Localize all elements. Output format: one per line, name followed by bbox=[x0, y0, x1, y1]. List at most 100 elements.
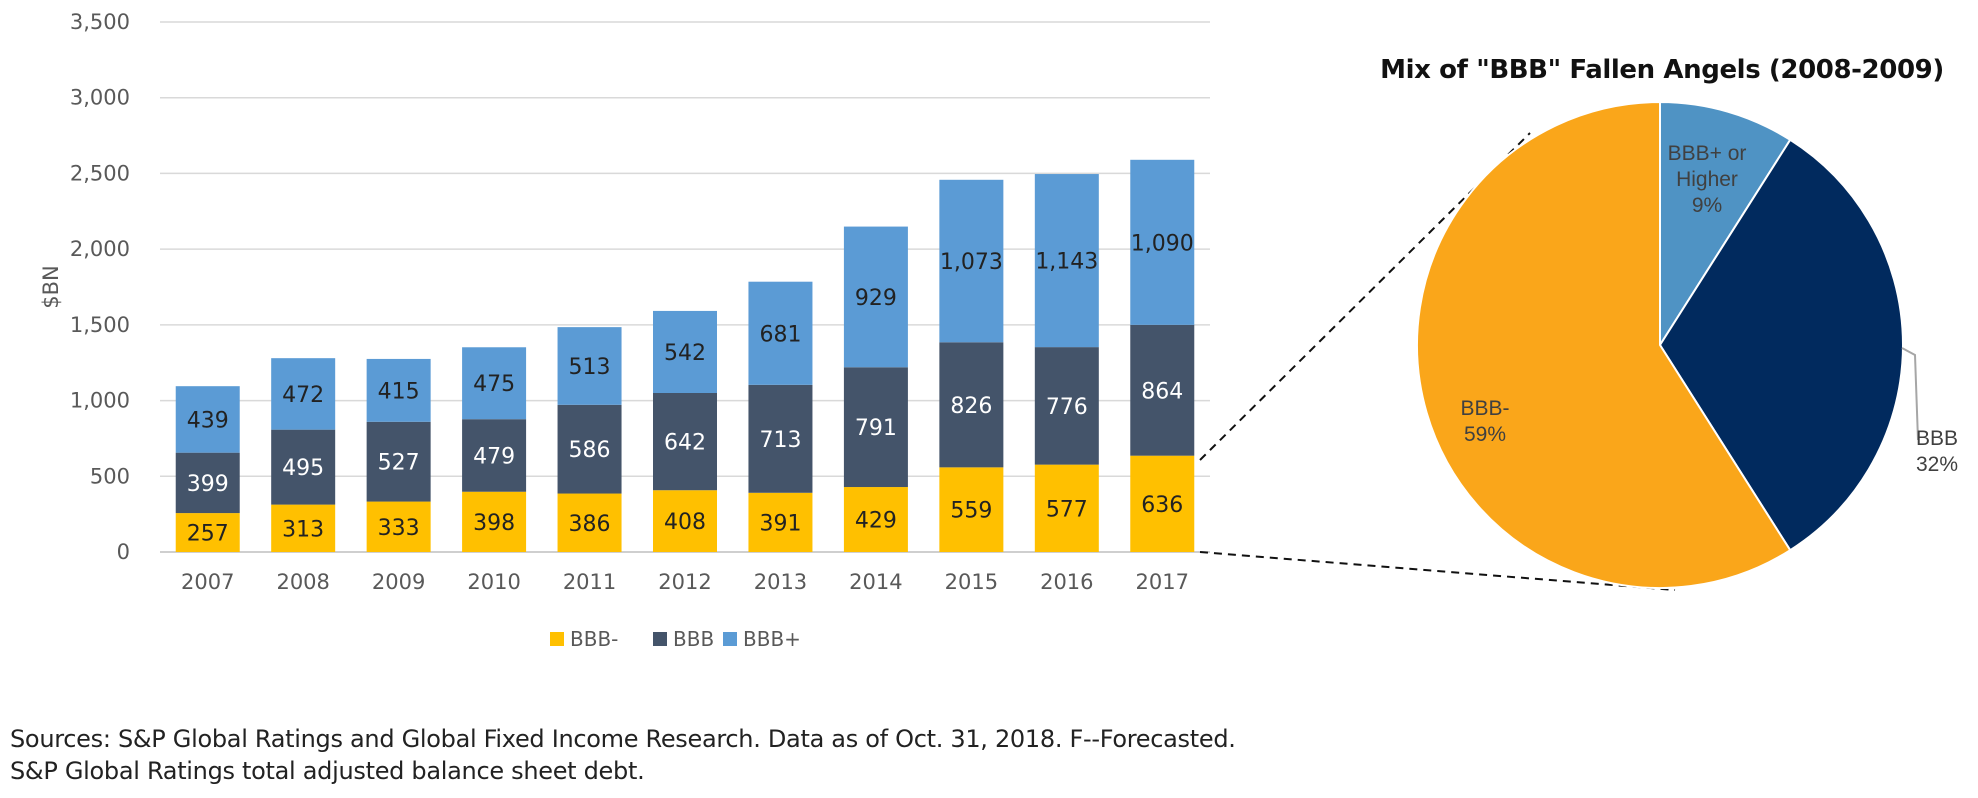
data-label: 636 bbox=[1141, 493, 1183, 518]
bar-segment-bbbplus bbox=[366, 358, 431, 422]
legend-label: BBB bbox=[673, 627, 714, 651]
data-label: 1,073 bbox=[940, 250, 1003, 275]
data-label: 929 bbox=[855, 286, 897, 311]
data-label: 791 bbox=[855, 416, 897, 441]
bar-segment-bbbminus bbox=[366, 501, 431, 552]
x-tick-label: 2010 bbox=[467, 570, 520, 594]
bar-segment-bbb bbox=[1034, 347, 1099, 465]
data-label: 826 bbox=[950, 394, 992, 419]
data-label: 333 bbox=[378, 516, 420, 541]
bar-segment-bbbminus bbox=[1130, 455, 1195, 552]
data-label: 586 bbox=[569, 438, 611, 463]
x-tick-label: 2012 bbox=[658, 570, 711, 594]
data-label: 475 bbox=[473, 372, 515, 397]
pie-slice-bbbplus-or-higher bbox=[1659, 100, 1792, 349]
pie-leader-line bbox=[1901, 347, 1919, 441]
y-tick-label: 3,000 bbox=[70, 86, 130, 110]
x-tick-label: 2013 bbox=[754, 570, 807, 594]
pie-chart: Mix of "BBB" Fallen Angels (2008-2009) BB… bbox=[1380, 55, 1958, 589]
bar-segment-bbb bbox=[557, 404, 622, 494]
bar-segment-bbbminus bbox=[271, 504, 336, 552]
bar-segment-bbb bbox=[653, 393, 717, 491]
data-label: 577 bbox=[1046, 497, 1088, 522]
y-tick-label: 2,000 bbox=[70, 237, 130, 261]
bar-segment-bbbplus bbox=[175, 386, 240, 453]
data-label: 386 bbox=[569, 512, 611, 537]
x-tick-label: 2016 bbox=[1040, 570, 1093, 594]
legend-swatch bbox=[723, 632, 737, 646]
bar-segment-bbbplus bbox=[271, 358, 336, 430]
legend-label: BBB+ bbox=[743, 627, 801, 651]
x-tick-label: 2014 bbox=[849, 570, 902, 594]
x-tick-label: 2017 bbox=[1136, 570, 1189, 594]
data-label: 864 bbox=[1141, 379, 1183, 404]
stacked-bar-chart: 0 500 1,000 1,500 2,000 2,500 3,000 3,500 $BN 257… bbox=[39, 10, 1210, 651]
bar-segment-bbbminus bbox=[557, 493, 622, 552]
data-label: 479 bbox=[473, 444, 515, 469]
source-note-2: S&P Global Ratings total adjusted balanc… bbox=[10, 757, 645, 785]
data-label: 681 bbox=[759, 322, 801, 347]
bar-segment-bbbplus bbox=[557, 327, 622, 405]
legend-label: BBB- bbox=[570, 627, 618, 651]
data-label: 1,143 bbox=[1035, 250, 1098, 275]
data-label: 713 bbox=[759, 428, 801, 453]
pie-slice-bbbminus bbox=[1416, 100, 1792, 589]
data-label: 559 bbox=[950, 499, 992, 524]
bar-segment-bbbminus bbox=[748, 492, 813, 552]
data-label: 1,090 bbox=[1131, 231, 1194, 256]
connector-line-top bbox=[1199, 132, 1531, 461]
data-label: 439 bbox=[187, 408, 229, 433]
bar-segment-bbbplus bbox=[1034, 174, 1099, 348]
bar-segment-bbb bbox=[939, 342, 1004, 468]
data-label: 542 bbox=[664, 341, 706, 366]
y-axis-label: $BN bbox=[39, 265, 63, 308]
legend-swatch bbox=[653, 632, 667, 646]
bar-segment-bbb bbox=[462, 419, 527, 492]
bar-segment-bbb bbox=[843, 367, 908, 488]
pie-slice-bbb bbox=[1658, 138, 1905, 552]
bar-segment-bbbminus bbox=[653, 490, 717, 552]
y-tick-label: 2,500 bbox=[70, 161, 130, 185]
x-tick-label: 2015 bbox=[945, 570, 998, 594]
pie-label: BBB 32% bbox=[1916, 427, 1958, 476]
bar-segment-bbbminus bbox=[1034, 464, 1099, 552]
data-label: 408 bbox=[664, 510, 706, 535]
source-note: Sources: S&P Global Ratings and Global F… bbox=[10, 725, 1236, 753]
x-tick-label: 2011 bbox=[563, 570, 616, 594]
bar-segment-bbb bbox=[271, 429, 336, 505]
y-tick-label: 500 bbox=[90, 464, 130, 488]
data-label: 313 bbox=[282, 517, 324, 542]
data-label: 391 bbox=[759, 511, 801, 536]
bar-segment-bbbminus bbox=[175, 513, 240, 552]
y-tick-label: 3,500 bbox=[70, 10, 130, 34]
data-label: 415 bbox=[378, 379, 420, 404]
data-label: 527 bbox=[378, 451, 420, 476]
bar-segment-bbb bbox=[366, 421, 431, 502]
bar-segment-bbbminus bbox=[462, 491, 527, 552]
bar-segment-bbbplus bbox=[462, 347, 527, 420]
bar-segment-bbbminus bbox=[939, 467, 1004, 552]
bar-segment-bbbminus bbox=[843, 487, 908, 552]
legend-swatch bbox=[550, 632, 564, 646]
connector-line-bottom bbox=[1199, 551, 1676, 591]
pie-label: BBB-59% bbox=[1460, 397, 1509, 446]
bar-segment-bbbplus bbox=[939, 179, 1004, 343]
bar-segment-bbbplus bbox=[653, 310, 717, 393]
x-tick-label: 2008 bbox=[276, 570, 329, 594]
x-tick-label: 2007 bbox=[181, 570, 234, 594]
data-label: 472 bbox=[282, 383, 324, 408]
zoom-connector-lines bbox=[1199, 132, 1676, 591]
bar-segment-bbb bbox=[1130, 324, 1195, 456]
bar-segment-bbb bbox=[175, 452, 240, 514]
bar-segment-bbb bbox=[748, 384, 813, 493]
y-tick-label: 1,500 bbox=[70, 313, 130, 337]
y-tick-label: 0 bbox=[117, 540, 130, 564]
data-label: 495 bbox=[282, 456, 324, 481]
x-tick-label: 2009 bbox=[372, 570, 425, 594]
data-label: 399 bbox=[187, 472, 229, 497]
y-tick-label: 1,000 bbox=[70, 389, 130, 413]
data-label: 776 bbox=[1046, 395, 1088, 420]
bar-segment-bbbplus bbox=[843, 226, 908, 368]
bar-segment-bbbplus bbox=[1130, 159, 1195, 325]
